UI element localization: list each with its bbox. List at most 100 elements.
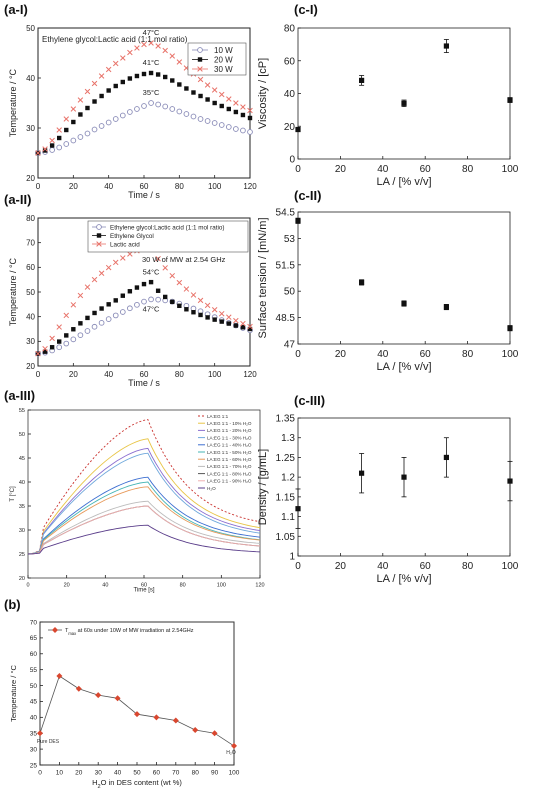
x-axis-label: Time / s (128, 378, 160, 388)
legend-label: LA:EG 1:1 - 50% H₂O (207, 450, 252, 455)
y-tick-label: 50 (26, 288, 35, 297)
y-tick-label: 30 (30, 746, 38, 753)
plot-frame (39, 621, 235, 766)
y-tick-label: 70 (26, 238, 35, 247)
data-point (295, 126, 301, 133)
y-tick-label: 50 (30, 683, 38, 690)
x-tick-label: 100 (229, 770, 240, 777)
x-tick-label: 0 (36, 182, 41, 191)
data-point (114, 695, 121, 702)
x-tick-label: 40 (377, 561, 389, 572)
data-point (134, 73, 140, 79)
y-tick-label: 1.25 (276, 453, 296, 464)
y-tick-label: 48.5 (276, 313, 296, 324)
y-tick-label: 1.3 (281, 433, 295, 444)
data-point (184, 86, 189, 91)
x-tick-label: 80 (175, 370, 184, 379)
x-tick-label: 100 (208, 182, 222, 191)
y-tick-label: 20 (26, 174, 35, 183)
y-tick-label: 1.15 (276, 492, 296, 503)
data-point (112, 259, 119, 266)
data-point (183, 286, 190, 292)
data-point (56, 324, 62, 330)
data-point (49, 335, 55, 342)
panel-label: (b) (4, 597, 21, 612)
y-tick-label: 35 (19, 504, 25, 510)
plot-frame (297, 211, 511, 345)
data-point (169, 106, 176, 112)
panel-label: (a-I) (4, 2, 28, 17)
data-point (105, 66, 112, 73)
data-point (177, 82, 182, 87)
x-tick-label: 80 (192, 770, 200, 777)
data-point (96, 233, 102, 238)
x-tick-label: 0 (36, 370, 41, 379)
data-point (120, 79, 125, 85)
data-point (507, 97, 513, 103)
series-line (27, 419, 261, 555)
x-tick-label: 40 (377, 164, 389, 175)
y-tick-label: 45 (30, 699, 38, 706)
x-tick-label: 100 (217, 583, 226, 589)
y-tick-label: 55 (30, 667, 38, 674)
y-tick-label: 47 (284, 340, 296, 351)
data-point (77, 134, 84, 140)
data-point (197, 76, 204, 83)
data-point (211, 730, 218, 737)
x-tick-label: 10 (56, 770, 64, 777)
data-point (98, 319, 105, 326)
legend: Ethylene glycol:Lactic acid (1:1 mol rat… (87, 220, 249, 253)
y-tick-label: 35 (30, 730, 38, 737)
data-point (295, 506, 301, 512)
data-point (120, 255, 126, 261)
data-point (134, 285, 140, 290)
y-tick-label: 40 (284, 89, 296, 100)
legend-label: 20 W (214, 56, 233, 65)
data-point (169, 53, 176, 59)
y-tick-label: 50 (26, 24, 35, 33)
y-tick-label: 20 (284, 122, 296, 133)
x-tick-label: 30 (95, 770, 103, 777)
data-point (183, 111, 190, 117)
data-point (240, 325, 246, 330)
y-tick-label: 80 (26, 214, 35, 223)
legend-label: LA:EG 1:1 - 40% H₂O (207, 443, 252, 448)
data-point (176, 279, 183, 286)
data-point (134, 45, 140, 51)
data-point (148, 70, 154, 76)
data-point (507, 478, 513, 484)
data-point (197, 47, 203, 53)
data-point (37, 730, 43, 737)
data-point (49, 147, 55, 153)
data-point (211, 307, 218, 313)
legend-label: H₂O (207, 486, 216, 491)
x-tick-label: 60 (140, 182, 149, 191)
data-point (98, 73, 105, 79)
plot-frame (297, 27, 511, 160)
chart-cI: 0 20 40 60 80 100 0 20 40 60 80 LA / [% v/v] Viscosi… (257, 2, 519, 188)
legend-label: LA:EG 1:1 - 80% H₂O (207, 471, 252, 476)
data-point (141, 281, 147, 287)
data-point (91, 276, 98, 283)
data-point (205, 315, 210, 320)
data-point (233, 126, 239, 132)
x-tick-label: 20 (64, 583, 70, 589)
data-point (359, 77, 365, 83)
x-tick-label: 20 (335, 164, 347, 175)
data-point (120, 55, 126, 61)
y-tick-label: 51.5 (276, 260, 296, 271)
series-line (39, 675, 235, 747)
data-point (443, 454, 449, 461)
x-tick-label: 0 (295, 349, 301, 360)
y-tick-label: 25 (30, 762, 38, 769)
legend-label: Ethylene glycol:Lactic acid (1:1 mol rat… (110, 225, 224, 232)
y-tick-label: 40 (19, 480, 25, 486)
y-tick-label: 25 (19, 552, 25, 558)
data-point (141, 103, 147, 109)
data-point (192, 727, 199, 734)
data-point (92, 310, 97, 316)
x-tick-label: 120 (243, 370, 257, 379)
data-point (77, 97, 84, 103)
data-point (233, 317, 239, 324)
